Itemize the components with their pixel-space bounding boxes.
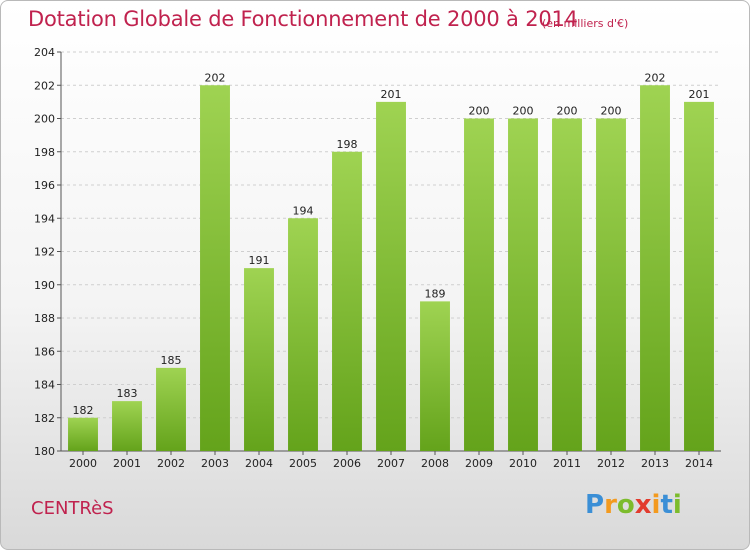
bar-2004 [244, 268, 274, 451]
value-label-2011: 200 [557, 105, 578, 118]
x-tick-label-2011: 2011 [553, 457, 581, 470]
y-tick-label: 182 [34, 412, 55, 425]
value-label-2013: 202 [645, 71, 666, 84]
unit-label: (en milliers d'€) [542, 17, 629, 30]
logo-letter: P [585, 490, 605, 520]
value-label-2007: 201 [381, 88, 402, 101]
commune-name: CENTRèS [31, 498, 114, 519]
x-tick-label-2013: 2013 [641, 457, 669, 470]
bar-2003 [200, 85, 230, 451]
value-label-2000: 182 [73, 404, 94, 417]
x-tick-label-2012: 2012 [597, 457, 625, 470]
x-tick-label-2003: 2003 [201, 457, 229, 470]
chart-title: Dotation Globale de Fonctionnement de 20… [28, 7, 578, 31]
value-label-2003: 202 [205, 71, 226, 84]
bar-2013 [640, 85, 670, 451]
value-label-2005: 194 [293, 204, 314, 217]
value-label-2009: 200 [469, 105, 490, 118]
proxiti-logo: Proxiti [585, 490, 682, 520]
y-tick-label: 184 [34, 379, 55, 392]
logo-letter: o [616, 490, 635, 520]
labels: 182 2000 183 2001 185 2002 202 2003 191 2004 194 20… [69, 71, 713, 470]
value-label-2012: 200 [601, 105, 622, 118]
y-tick-label: 204 [34, 46, 55, 59]
bar-2002 [156, 367, 186, 451]
logo-letter: t [660, 490, 673, 520]
bar-2010 [508, 118, 538, 451]
y-tick-label: 196 [34, 179, 55, 192]
x-tick-label-2004: 2004 [245, 457, 273, 470]
y-tick-label: 186 [34, 345, 55, 358]
x-tick-label-2009: 2009 [465, 457, 493, 470]
x-tick-label-2014: 2014 [685, 457, 713, 470]
bar-2007 [376, 101, 406, 451]
bar-2005 [288, 218, 318, 451]
x-tick-label-2002: 2002 [157, 457, 185, 470]
logo-letter: r [604, 490, 617, 520]
bar-2000 [68, 417, 98, 451]
y-tick-label: 200 [34, 113, 55, 126]
value-label-2002: 185 [161, 354, 182, 367]
bar-2006 [332, 151, 362, 451]
bar-2001 [112, 401, 142, 451]
bar-2008 [420, 301, 450, 451]
value-label-2008: 189 [425, 287, 446, 300]
logo-letter: i [672, 490, 682, 520]
bar-2009 [464, 118, 494, 451]
value-label-2010: 200 [513, 105, 534, 118]
x-tick-label-2007: 2007 [377, 457, 405, 470]
y-tick-label: 202 [34, 79, 55, 92]
y-tick-label: 192 [34, 246, 55, 259]
value-label-2004: 191 [249, 254, 270, 267]
bars [68, 85, 714, 451]
y-tick-label: 198 [34, 146, 55, 159]
bar-2011 [552, 118, 582, 451]
value-label-2014: 201 [689, 88, 710, 101]
logo-letter: i [651, 490, 661, 520]
y-tick-label: 188 [34, 312, 55, 325]
logo-letter: x [634, 490, 652, 520]
y-tick-label: 194 [34, 212, 55, 225]
bar-2014 [684, 101, 714, 451]
bar-2012 [596, 118, 626, 451]
value-label-2006: 198 [337, 138, 358, 151]
x-tick-label-2006: 2006 [333, 457, 361, 470]
y-tick-label: 180 [34, 445, 55, 458]
x-tick-label-2010: 2010 [509, 457, 537, 470]
x-tick-label-2000: 2000 [69, 457, 97, 470]
x-tick-label-2001: 2001 [113, 457, 141, 470]
x-tick-label-2005: 2005 [289, 457, 317, 470]
y-tick-label: 190 [34, 279, 55, 292]
x-tick-label-2008: 2008 [421, 457, 449, 470]
value-label-2001: 183 [117, 387, 138, 400]
